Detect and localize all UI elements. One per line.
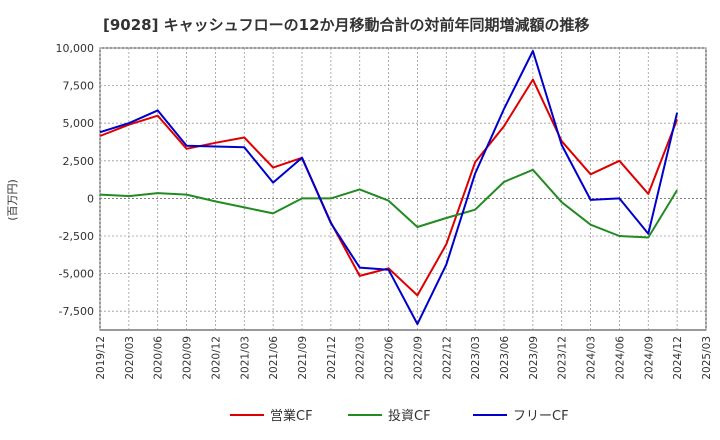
y-tick-label: 5,000: [63, 117, 95, 130]
legend-label: 営業CF: [270, 408, 313, 424]
x-tick-label: 2025/03: [701, 336, 713, 380]
x-tick-label: 2021/03: [239, 336, 251, 380]
y-tick-label: 2,500: [63, 155, 95, 168]
series-line-投資CF: [99, 168, 678, 239]
x-tick-label: 2023/09: [528, 336, 540, 380]
plot-area: 10,000 7,500 5,000 2,500 0 -2,500 -5,000 -7,500…: [56, 42, 714, 380]
x-tick-label: 2019/12: [95, 336, 107, 380]
legend-label: 投資CF: [388, 408, 431, 424]
y-tick-label: -2,500: [59, 230, 94, 243]
x-tick-label: 2020/06: [153, 336, 165, 380]
x-tick-label: 2022/06: [384, 336, 396, 380]
x-tick-label: 2024/12: [672, 336, 684, 380]
x-tick-label: 2020/12: [210, 336, 222, 380]
x-tick-label: 2023/06: [499, 336, 511, 380]
legend-label: フリーCF: [513, 409, 569, 424]
x-tick-label: 2024/06: [614, 336, 626, 380]
x-tick-label: 2024/03: [586, 336, 598, 380]
x-tick-label: 2022/03: [355, 336, 367, 380]
legend: 営業CF 投資CF フリーCF: [230, 408, 569, 424]
chart-title: [9028] キャッシュフローの12か月移動合計の対前年同期増減額の推移: [103, 16, 590, 34]
x-tick-label: 2021/06: [268, 336, 280, 380]
series-line-フリーCF: [99, 50, 679, 325]
x-tick-label: 2022/09: [412, 336, 424, 380]
y-tick-label: 10,000: [56, 42, 95, 55]
plot-frame: [99, 47, 707, 331]
x-tick-label: 2023/12: [557, 336, 569, 380]
x-tick-label: 2020/09: [182, 336, 194, 380]
x-tick-label: 2021/12: [326, 336, 338, 380]
y-tick-label: -7,500: [59, 305, 94, 318]
x-tick-label: 2023/03: [470, 336, 482, 380]
y-tick-label: -5,000: [59, 268, 94, 281]
x-tick-label: 2020/03: [124, 336, 136, 380]
y-tick-label: 0: [87, 192, 94, 205]
y-axis-label: (百万円): [6, 179, 19, 221]
y-tick-label: 7,500: [63, 80, 95, 93]
x-tick-label: 2022/12: [441, 336, 453, 380]
x-tick-label: 2024/09: [643, 336, 655, 380]
x-tick-label: 2021/09: [297, 336, 309, 380]
